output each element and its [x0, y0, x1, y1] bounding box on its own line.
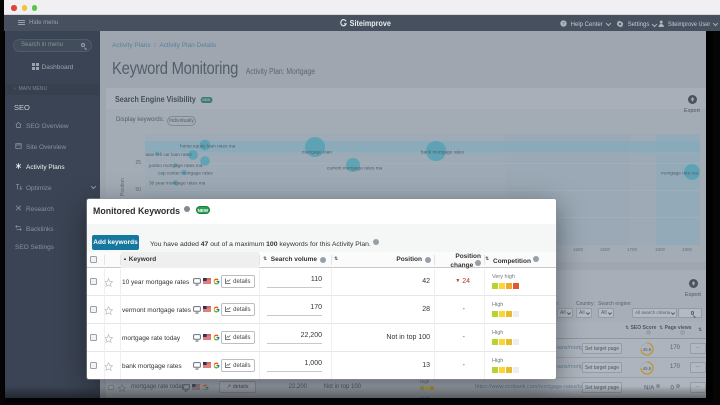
svg-text:30 year mortgage rates ma: 30 year mortgage rates ma	[149, 181, 206, 186]
svg-text:45.5: 45.5	[643, 346, 652, 351]
svg-text:cap center mortgage rates: cap center mortgage rates	[158, 171, 213, 176]
svg-text:jumbo mortgage rates ma: jumbo mortgage rates ma	[148, 163, 203, 168]
svg-text:mortgage loan: mortgage loan	[302, 150, 332, 155]
svg-text:current mortgage rates ma: current mortgage rates ma	[327, 166, 383, 171]
svg-text:mortgage rate ma: mortgage rate ma	[661, 171, 698, 176]
svg-text:mass refi car loan rates: mass refi car loan rates	[145, 152, 192, 157]
svg-text:bank mortgage rates: bank mortgage rates	[421, 150, 465, 155]
svg-text:home equity loan rates ma: home equity loan rates ma	[180, 144, 236, 149]
svg-text:?: ?	[562, 21, 565, 27]
svg-text:45.5: 45.5	[643, 366, 652, 371]
